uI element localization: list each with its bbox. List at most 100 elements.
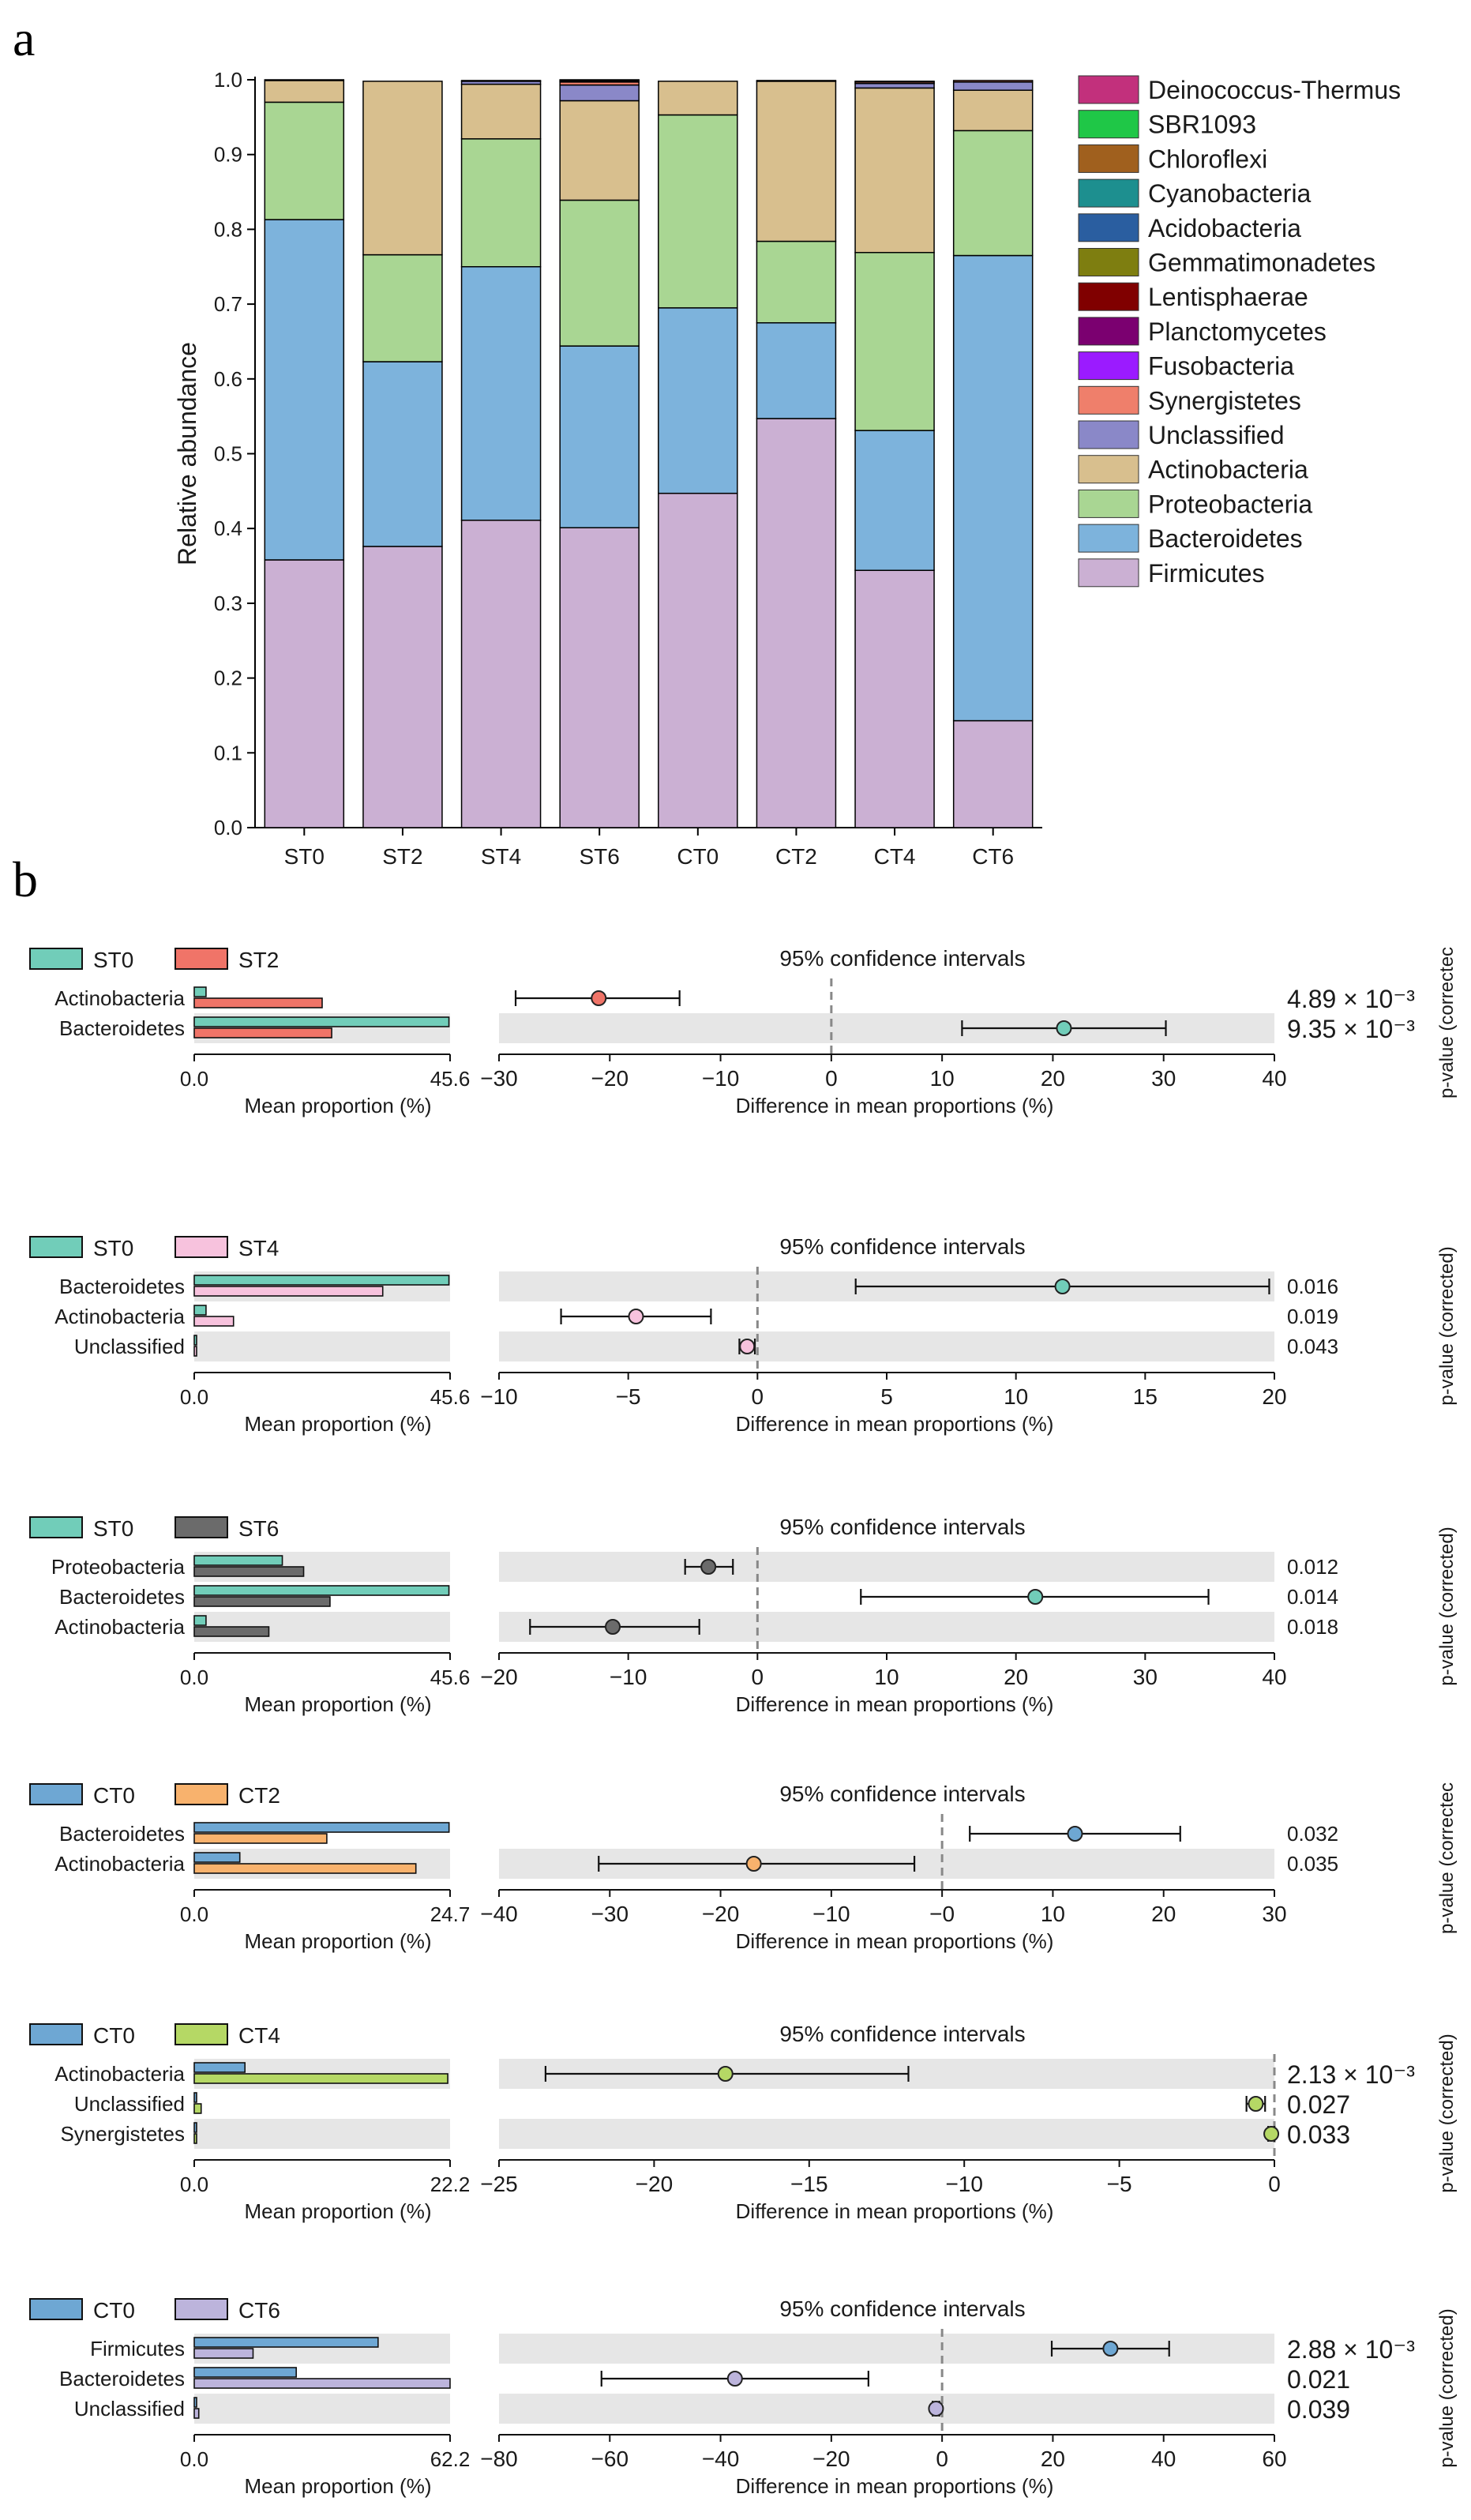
group-swatch (29, 2023, 83, 2045)
difference-point (739, 1339, 756, 1354)
p-value: 2.13 × 10⁻³ (1287, 2060, 1415, 2089)
bar-segment-bacteroidetes (756, 322, 837, 419)
y-tick-label: 0.3 (214, 592, 242, 615)
legend-label: Chloroflexi (1148, 145, 1267, 173)
difference-point (628, 1309, 644, 1324)
row-shade (194, 1331, 450, 1361)
bar-segment-actinobacteria (362, 81, 443, 256)
bar-segment-unclassified (952, 81, 1034, 92)
proportion-bar (193, 986, 207, 997)
feature-label: Actinobacteria (54, 1305, 185, 1328)
legend-swatch (1078, 317, 1139, 346)
difference-tick-label: 0 (752, 1384, 764, 1409)
difference-tick-label: 20 (1151, 1902, 1176, 1926)
legend-swatch (1078, 110, 1139, 139)
difference-tick-label: −5 (616, 1384, 641, 1409)
group-swatch (174, 1236, 228, 1258)
x-tick-label: CT2 (775, 844, 817, 869)
p-value: 0.035 (1287, 1852, 1338, 1876)
legend-swatch (1078, 385, 1139, 415)
difference-tick-label: −30 (480, 1066, 518, 1091)
p-value: 0.018 (1287, 1615, 1338, 1639)
proportion-tick-label: 0.0 (180, 1902, 208, 1926)
p-value: 0.019 (1287, 1305, 1338, 1328)
proportion-tick-label: 0.0 (180, 1666, 208, 1689)
proportion-bar (193, 1585, 450, 1596)
bar-segment-proteobacteria (658, 114, 738, 309)
ci-title: 95% confidence intervals (779, 1782, 1025, 1806)
bar-segment-actinobacteria (460, 83, 542, 140)
bar-segment-firmicutes (854, 569, 935, 828)
feature-label: Actinobacteria (54, 1615, 185, 1639)
group-swatch (29, 948, 83, 970)
group-swatch (174, 1783, 228, 1805)
row-shade (194, 2119, 450, 2149)
legend-label: Acidobacteria (1148, 214, 1301, 242)
legend-label: Deinococcus-Thermus (1148, 76, 1401, 104)
panel-ct0-ct2: CT0 CT2 95% confidence intervals Bacteroide… (29, 1782, 1458, 1953)
proportion-tick-label: 45.6 (430, 1385, 471, 1409)
p-value: 9.35 × 10⁻³ (1287, 1015, 1415, 1043)
difference-tick-label: −10 (610, 1665, 647, 1689)
difference-axis-label: Difference in mean proportions (%) (736, 2199, 1054, 2223)
p-value: 0.033 (1287, 2120, 1350, 2149)
p-value: 0.014 (1287, 1585, 1338, 1609)
bar-segment-proteobacteria (756, 240, 837, 324)
legend-label: Planctomycetes (1148, 317, 1327, 346)
bar-segment-proteobacteria (362, 254, 443, 362)
proportion-bar (193, 1335, 197, 1346)
difference-point (1263, 2126, 1280, 2142)
group-label: CT4 (238, 2023, 280, 2048)
p-value-axis-label: p-value (corrected) (1436, 1246, 1458, 1405)
bar-segment-proteobacteria (264, 101, 345, 220)
difference-tick-label: −20 (812, 2447, 850, 2471)
legend-label: Fusobacteria (1148, 352, 1294, 381)
feature-label: Actinobacteria (54, 2062, 185, 2086)
group-label: ST0 (93, 1516, 133, 1541)
proportion-bar (193, 1615, 207, 1626)
group-swatch (174, 948, 228, 970)
bar-segment-fusobacteria (854, 81, 935, 83)
difference-point (1067, 1826, 1083, 1842)
bar-segment-actinobacteria (658, 81, 738, 116)
y-tick-label: 0.9 (214, 143, 242, 167)
proportion-bar (193, 2103, 202, 2114)
bar-segment-proteobacteria (854, 252, 935, 431)
legend-swatch (1078, 351, 1139, 381)
difference-point (1027, 1589, 1044, 1605)
group-label: ST0 (93, 948, 133, 972)
difference-tick-label: −25 (480, 2172, 518, 2196)
row-shade (499, 2394, 1274, 2424)
bar-segment-bacteroidetes (854, 430, 935, 571)
proportion-bar (193, 1316, 235, 1327)
proportion-tick-label: 45.6 (430, 1666, 471, 1689)
y-tick-label: 0.1 (214, 741, 242, 764)
difference-tick-label: 30 (1133, 1665, 1158, 1689)
feature-label: Firmicutes (90, 2337, 185, 2360)
x-tick-label: CT6 (972, 844, 1014, 869)
difference-point (1102, 2341, 1119, 2357)
bar-segment-unclassified (559, 84, 640, 102)
group-swatch (174, 2298, 228, 2320)
group-swatch (29, 1516, 83, 1538)
difference-axis-label: Difference in mean proportions (%) (736, 1929, 1054, 1953)
group-label: CT6 (238, 2298, 280, 2323)
bar-segment-bacteroidetes (264, 219, 345, 561)
x-tick-label: ST4 (481, 844, 521, 869)
p-value: 0.012 (1287, 1555, 1338, 1579)
proportion-bar (193, 1346, 197, 1357)
p-value: 0.032 (1287, 1822, 1338, 1846)
x-tick-label: ST6 (580, 844, 620, 869)
proportion-bar (193, 2378, 451, 2389)
bar-segment-firmicutes (559, 527, 640, 828)
ci-title: 95% confidence intervals (779, 946, 1025, 971)
legend-swatch (1078, 282, 1139, 311)
proportion-bar (193, 2397, 197, 2408)
stacked-bar-chart: 0.0 0.1 0.2 0.3 0.4 0.5 0.6 0.7 0.8 0.9 1.0 Relativ… (173, 68, 1401, 869)
proportion-bar (193, 2337, 379, 2348)
group-label: ST2 (238, 948, 279, 972)
p-value: 0.027 (1287, 2090, 1350, 2119)
difference-tick-label: 10 (930, 1066, 955, 1091)
y-tick-label: 0.2 (214, 667, 242, 690)
difference-tick-label: −20 (702, 1902, 740, 1926)
